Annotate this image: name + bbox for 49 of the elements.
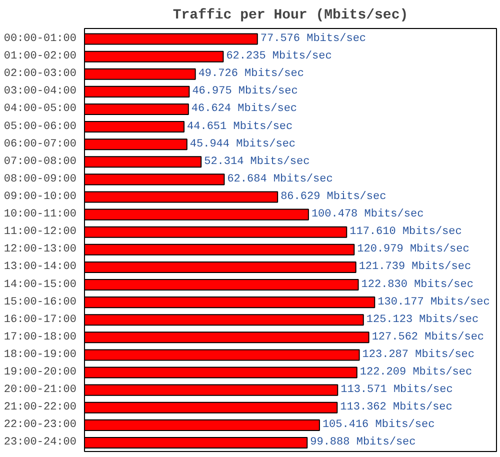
y-tick-label: 15:00-16:00 (4, 296, 77, 308)
data-label: 123.287 Mbits/sec (362, 348, 475, 361)
data-label: 52.314 Mbits/sec (204, 156, 310, 168)
data-label: 121.739 Mbits/sec (358, 261, 472, 274)
data-label: 46.624 Mbits/sec (191, 103, 298, 116)
data-label: 125.123 Mbits/sec (366, 314, 479, 326)
y-tick-label: 18:00-19:00 (4, 348, 77, 361)
data-label: 120.979 Mbits/sec (357, 244, 470, 256)
data-label: 100.478 Mbits/sec (311, 208, 424, 221)
data-label: 77.576 Mbits/sec (260, 33, 366, 46)
y-tick-label: 17:00-18:00 (4, 331, 77, 344)
y-tick-label: 14:00-15:00 (4, 278, 77, 291)
y-tick-label: 20:00-21:00 (4, 384, 77, 396)
data-label: 127.562 Mbits/sec (372, 331, 484, 344)
data-label: 62.684 Mbits/sec (227, 173, 333, 186)
y-tick-label: 05:00-06:00 (4, 120, 77, 133)
data-label: 105.416 Mbits/sec (322, 419, 435, 432)
data-label: 130.177 Mbits/sec (378, 296, 490, 308)
y-tick-label: 04:00-05:00 (4, 103, 77, 116)
y-tick-label: 06:00-07:00 (4, 138, 77, 150)
y-tick-label: 13:00-14:00 (4, 261, 77, 274)
data-label: 122.209 Mbits/sec (360, 366, 472, 379)
data-label: 49.726 Mbits/sec (198, 68, 304, 80)
y-tick-label: 11:00-12:00 (4, 226, 77, 238)
data-label: 46.975 Mbits/sec (192, 86, 298, 98)
y-tick-label: 23:00-24:00 (4, 436, 77, 449)
data-label: 113.571 Mbits/sec (340, 384, 453, 396)
data-label: 45.944 Mbits/sec (190, 138, 296, 150)
y-tick-label: 03:00-04:00 (4, 86, 77, 98)
chart-title: Traffic per Hour (Mbits/sec) (172, 8, 408, 24)
data-label: 62.235 Mbits/sec (226, 50, 332, 63)
data-label: 117.610 Mbits/sec (350, 226, 462, 238)
y-tick-label: 00:00-01:00 (4, 33, 77, 46)
y-tick-label: 22:00-23:00 (4, 419, 77, 432)
y-tick-label: 16:00-17:00 (4, 314, 77, 326)
y-tick-label: 02:00-03:00 (4, 68, 77, 80)
data-label: 122.830 Mbits/sec (361, 278, 474, 291)
data-label: 86.629 Mbits/sec (280, 191, 386, 203)
y-tick-label: 08:00-09:00 (4, 173, 77, 186)
y-tick-label: 01:00-02:00 (4, 50, 77, 63)
y-tick-label: 09:00-10:00 (4, 191, 77, 203)
y-tick-label: 10:00-11:00 (4, 208, 77, 221)
y-tick-label: 19:00-20:00 (4, 366, 77, 379)
data-label: 44.651 Mbits/sec (187, 120, 293, 133)
y-tick-label: 07:00-08:00 (4, 156, 77, 168)
y-tick-label: 21:00-22:00 (4, 402, 77, 414)
y-tick-label: 12:00-13:00 (4, 244, 77, 256)
data-label: 113.362 Mbits/sec (340, 402, 452, 414)
data-label: 99.888 Mbits/sec (310, 436, 416, 449)
